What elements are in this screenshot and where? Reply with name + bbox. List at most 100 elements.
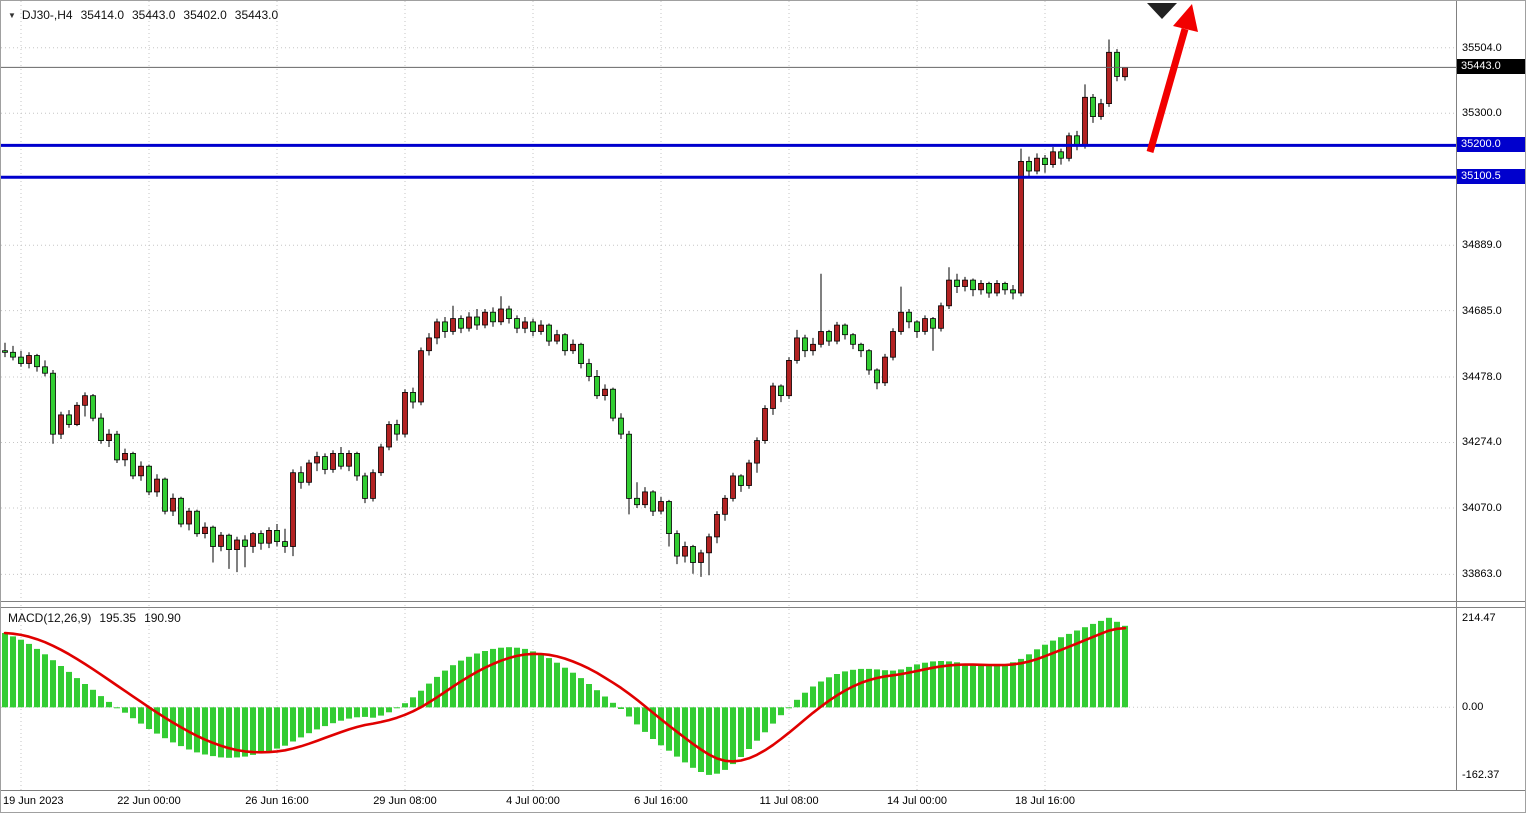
candle-bullish (978, 282, 984, 291)
candle-bearish (322, 456, 328, 470)
macd-histogram-bar (1074, 630, 1080, 708)
trend-arrow-head[interactable] (1173, 4, 1198, 32)
macd-histogram-bar (642, 707, 648, 732)
candle-bullish (522, 321, 528, 329)
macd-histogram-bar (202, 707, 208, 755)
macd-histogram-bar (474, 653, 480, 708)
macd-histogram-bar (170, 707, 176, 743)
candle-bullish (154, 478, 160, 493)
macd-histogram-bar (922, 662, 928, 708)
macd-histogram-bar (122, 707, 128, 713)
candle-bearish (690, 546, 696, 563)
hline-price-label: 35100.5 (1457, 169, 1525, 184)
candle-bullish (730, 475, 736, 499)
macd-histogram-bar (218, 707, 224, 758)
macd-histogram-bar (274, 707, 280, 749)
macd-histogram-bar (666, 707, 672, 751)
time-axis[interactable]: 19 Jun 2023 22 Jun 00:00 26 Jun 16:00 29 Ju… (1, 791, 1456, 812)
candle-bearish (1042, 157, 1048, 165)
macd-histogram-bar (562, 667, 568, 708)
candle-bearish (674, 533, 680, 557)
candle-bullish (698, 552, 704, 563)
candle-bullish (346, 452, 352, 467)
candle-bearish (210, 526, 216, 547)
candle-bullish (250, 533, 256, 547)
candles-layer (2, 39, 1128, 577)
macd-histogram-bar (1010, 662, 1016, 708)
macd-histogram-bar (1042, 644, 1048, 708)
candle-bearish (458, 318, 464, 329)
candle-bullish (170, 497, 176, 512)
quote-high: 35443.0 (132, 8, 176, 22)
candle-bearish (562, 334, 568, 352)
macd-histogram-bar (458, 660, 464, 708)
macd-histogram-bar (426, 683, 432, 708)
symbol-timeframe-label: DJ30-,H4 (21, 8, 73, 22)
candle-bullish (138, 465, 144, 477)
candle-bullish (218, 534, 224, 547)
price-axis[interactable]: 35504.0 35300.0 34889.0 34685.0 34478.0 34274… (1457, 1, 1525, 812)
candle-bearish (282, 541, 288, 547)
trend-arrow-shaft[interactable] (1146, 28, 1189, 153)
macd-histogram-bar (66, 671, 72, 708)
macd-histogram-bar (906, 666, 912, 708)
macd-histogram-bar (874, 669, 880, 708)
macd-histogram-bar (746, 707, 752, 749)
candle-bearish (394, 424, 400, 435)
macd-histogram-bar (698, 707, 704, 772)
candle-bullish (706, 536, 712, 554)
macd-histogram-bar (898, 669, 904, 708)
price-axis-label: 33863.0 (1462, 568, 1502, 580)
symbol-dropdown-icon[interactable]: ▼ (8, 10, 16, 20)
candle-bearish (866, 350, 872, 371)
candle-bullish (82, 395, 88, 406)
macd-histogram-bar (194, 707, 200, 753)
price-axis-label: 34685.0 (1462, 305, 1502, 317)
macd-histogram-bar (442, 670, 448, 708)
macd-histogram-bar (98, 696, 104, 708)
macd-histogram-bar (314, 707, 320, 730)
candle-bearish (178, 497, 184, 525)
candle-bullish (1050, 151, 1056, 166)
macd-histogram-bar (826, 677, 832, 708)
macd-histogram-bar (506, 647, 512, 708)
macd-histogram-bar (810, 686, 816, 708)
macd-histogram-bar (346, 707, 352, 719)
macd-histogram-bar (514, 647, 520, 708)
candle-bullish (1122, 67, 1128, 78)
macd-histogram-bar (362, 707, 368, 717)
macd-histogram-bar (1026, 654, 1032, 708)
candle-bearish (650, 491, 656, 512)
macd-histogram-bar (946, 661, 952, 708)
candle-bullish (426, 337, 432, 352)
macd-histogram-bar (146, 707, 152, 729)
macd-histogram-bar (282, 707, 288, 746)
macd-histogram-bar (1122, 625, 1128, 708)
candle-bullish (962, 279, 968, 287)
candle-bullish (450, 318, 456, 332)
macd-histogram-bar (594, 690, 600, 708)
macd-histogram-bar (258, 707, 264, 754)
macd-histogram-bar (306, 707, 312, 734)
top-marker-icon[interactable] (1147, 3, 1177, 19)
macd-histogram-bar (722, 707, 728, 770)
macd-histogram-bar (1090, 623, 1096, 708)
macd-histogram-bar (410, 697, 416, 708)
macd-histogram-bar (434, 676, 440, 708)
macd-histogram-bar (530, 651, 536, 708)
candle-bearish (802, 337, 808, 352)
macd-histogram-bar (1018, 658, 1024, 708)
macd-histogram-bar (818, 681, 824, 708)
macd-histogram-bar (58, 666, 64, 708)
candle-bearish (194, 510, 200, 535)
macd-histogram-bar (114, 707, 120, 709)
macd-main-value: 195.35 (99, 611, 137, 625)
macd-histogram-bar (498, 647, 504, 708)
macd-histogram-bar (338, 707, 344, 721)
macd-histogram-bar (1050, 640, 1056, 708)
macd-histogram-bar (50, 660, 56, 708)
candle-bullish (834, 324, 840, 342)
candle-bullish (946, 279, 952, 307)
candle-bearish (2, 350, 8, 353)
